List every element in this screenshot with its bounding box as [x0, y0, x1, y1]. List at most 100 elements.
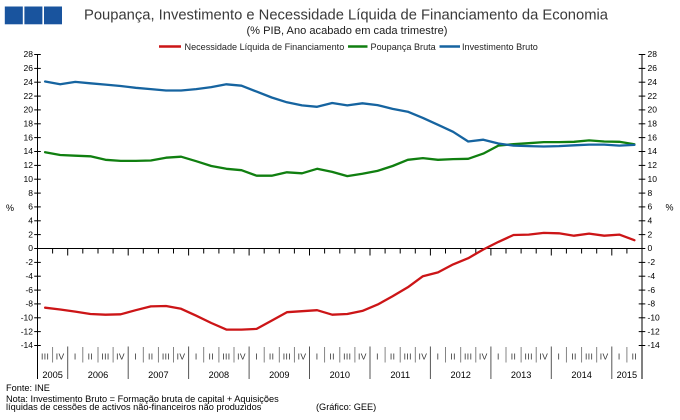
svg-text:Necessidade Líquida de Financi: Necessidade Líquida de Financiamento — [185, 42, 345, 52]
svg-text:I: I — [316, 352, 319, 362]
svg-text:-12: -12 — [21, 326, 34, 336]
svg-text:2005: 2005 — [42, 370, 62, 380]
svg-text:20: 20 — [24, 105, 34, 115]
svg-text:IV: IV — [358, 352, 367, 362]
svg-text:10: 10 — [24, 174, 34, 184]
svg-text:%: % — [6, 203, 14, 213]
svg-text:I: I — [134, 352, 137, 362]
svg-text:III: III — [101, 352, 109, 362]
svg-text:I: I — [618, 352, 621, 362]
svg-text:2010: 2010 — [330, 370, 350, 380]
svg-text:26: 26 — [648, 63, 658, 73]
svg-text:III: III — [283, 352, 291, 362]
svg-text:-6: -6 — [648, 285, 656, 295]
svg-text:2008: 2008 — [209, 370, 229, 380]
svg-text:IV: IV — [116, 352, 125, 362]
svg-text:II: II — [390, 352, 396, 362]
svg-text:II: II — [632, 352, 638, 362]
svg-text:6: 6 — [28, 202, 33, 212]
svg-text:II: II — [209, 352, 215, 362]
svg-text:Poupança Bruta: Poupança Bruta — [371, 42, 437, 52]
svg-text:IV: IV — [479, 352, 488, 362]
svg-text:-4: -4 — [25, 271, 33, 281]
svg-text:20: 20 — [648, 105, 658, 115]
svg-text:0: 0 — [648, 243, 653, 253]
svg-text:4: 4 — [28, 216, 33, 226]
svg-text:2015: 2015 — [617, 370, 637, 380]
svg-text:14: 14 — [24, 146, 34, 156]
svg-text:12: 12 — [24, 160, 34, 170]
svg-text:24: 24 — [648, 77, 658, 87]
svg-text:-2: -2 — [25, 257, 33, 267]
svg-text:III: III — [404, 352, 412, 362]
svg-text:IV: IV — [418, 352, 427, 362]
svg-text:2009: 2009 — [269, 370, 289, 380]
svg-text:II: II — [148, 352, 154, 362]
svg-text:10: 10 — [648, 174, 658, 184]
svg-text:12: 12 — [648, 160, 658, 170]
svg-text:I: I — [195, 352, 198, 362]
svg-text:26: 26 — [24, 63, 34, 73]
svg-text:%: % — [666, 203, 674, 213]
svg-text:Nota: Investimento Bruto = For: Nota: Investimento Bruto = Formação brut… — [6, 394, 279, 404]
svg-text:IV: IV — [177, 352, 186, 362]
svg-text:-10: -10 — [648, 313, 661, 323]
svg-text:I: I — [74, 352, 77, 362]
svg-text:-8: -8 — [648, 299, 656, 309]
svg-text:22: 22 — [24, 91, 34, 101]
svg-text:IV: IV — [237, 352, 246, 362]
svg-text:Poupança, Investimento e Neces: Poupança, Investimento e Necessidade Líq… — [84, 8, 609, 24]
svg-text:’: ’ — [266, 401, 268, 408]
svg-text:-2: -2 — [648, 257, 656, 267]
svg-text:II: II — [450, 352, 456, 362]
svg-text:I: I — [558, 352, 561, 362]
svg-text:2006: 2006 — [88, 370, 108, 380]
svg-text:I: I — [497, 352, 500, 362]
svg-text:IV: IV — [298, 352, 307, 362]
svg-text:II: II — [571, 352, 577, 362]
svg-text:III: III — [525, 352, 533, 362]
svg-text:22: 22 — [648, 91, 658, 101]
svg-text:14: 14 — [648, 146, 658, 156]
svg-text:II: II — [329, 352, 335, 362]
svg-text:16: 16 — [648, 132, 658, 142]
svg-text:I: I — [376, 352, 379, 362]
svg-text:II: II — [88, 352, 94, 362]
svg-text:-14: -14 — [648, 340, 661, 350]
svg-text:8: 8 — [648, 188, 653, 198]
svg-text:II: II — [269, 352, 275, 362]
svg-text:-6: -6 — [25, 285, 33, 295]
svg-text:2: 2 — [28, 229, 33, 239]
svg-text:IV: IV — [539, 352, 548, 362]
svg-text:18: 18 — [648, 119, 658, 129]
svg-text:2: 2 — [648, 229, 653, 239]
svg-text:2012: 2012 — [450, 370, 470, 380]
svg-text:I: I — [437, 352, 440, 362]
svg-text:Fonte: INE: Fonte: INE — [6, 383, 50, 393]
svg-text:6: 6 — [648, 202, 653, 212]
svg-text:IV: IV — [56, 352, 65, 362]
svg-text:2011: 2011 — [390, 370, 410, 380]
svg-text:8: 8 — [28, 188, 33, 198]
svg-text:2007: 2007 — [148, 370, 168, 380]
svg-text:líquidas de cessões de activos: líquidas de cessões de activos não-finan… — [6, 402, 262, 412]
svg-text:2014: 2014 — [571, 370, 591, 380]
svg-text:III: III — [222, 352, 230, 362]
svg-text:Investimento Bruto: Investimento Bruto — [462, 42, 538, 52]
svg-text:-12: -12 — [648, 326, 661, 336]
svg-text:III: III — [343, 352, 351, 362]
svg-text:III: III — [464, 352, 472, 362]
svg-text:II: II — [511, 352, 517, 362]
svg-text:-4: -4 — [648, 271, 656, 281]
svg-text:III: III — [162, 352, 170, 362]
svg-text:-8: -8 — [25, 299, 33, 309]
svg-text:24: 24 — [24, 77, 34, 87]
svg-text:18: 18 — [24, 119, 34, 129]
svg-text:-10: -10 — [21, 313, 34, 323]
svg-text:III: III — [585, 352, 593, 362]
svg-text:-14: -14 — [21, 340, 34, 350]
svg-text:28: 28 — [648, 49, 658, 59]
svg-text:(Gráfico: GEE): (Gráfico: GEE) — [316, 402, 376, 412]
svg-text:4: 4 — [648, 216, 653, 226]
svg-text:28: 28 — [24, 49, 34, 59]
